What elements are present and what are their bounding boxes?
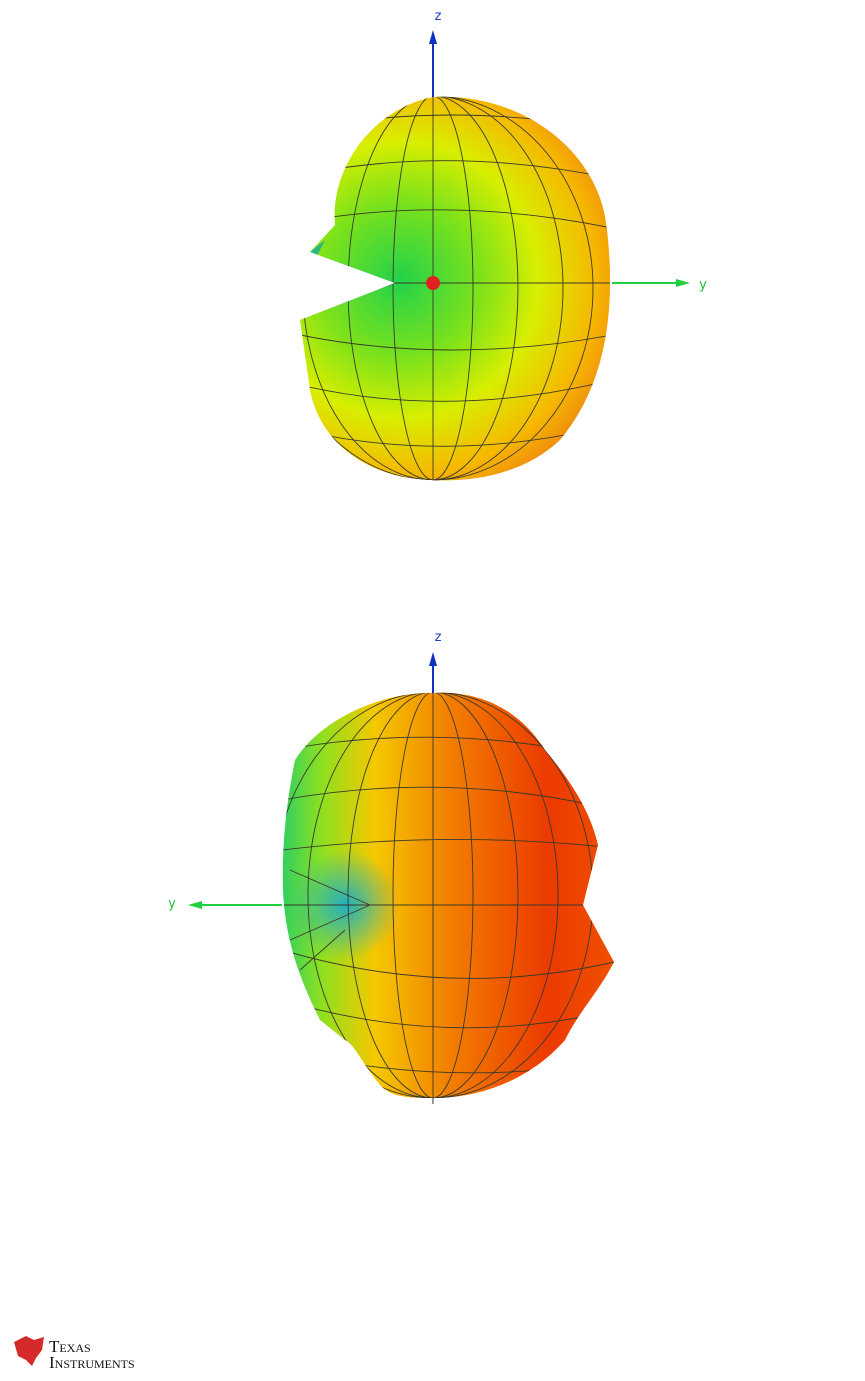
y-label: y [168, 897, 176, 912]
z-label: z [435, 630, 442, 645]
z-label: z [435, 9, 442, 24]
y-label: y [699, 278, 707, 293]
ti-logo: Texas Instruments [14, 1336, 135, 1372]
pattern-view-top: z y [300, 9, 707, 481]
logo-line2: Instruments [49, 1353, 135, 1372]
origin-dot [426, 276, 440, 290]
pattern-view-bottom: z y [168, 630, 614, 1104]
z-arrow [429, 30, 437, 44]
logo-line1: Texas [49, 1337, 91, 1356]
z-arrow [429, 652, 437, 666]
radiation-pattern [282, 692, 614, 1098]
y-arrow [676, 279, 690, 287]
logo-mark [14, 1336, 44, 1366]
radiation-pattern [300, 96, 611, 481]
y-arrow [188, 901, 202, 909]
